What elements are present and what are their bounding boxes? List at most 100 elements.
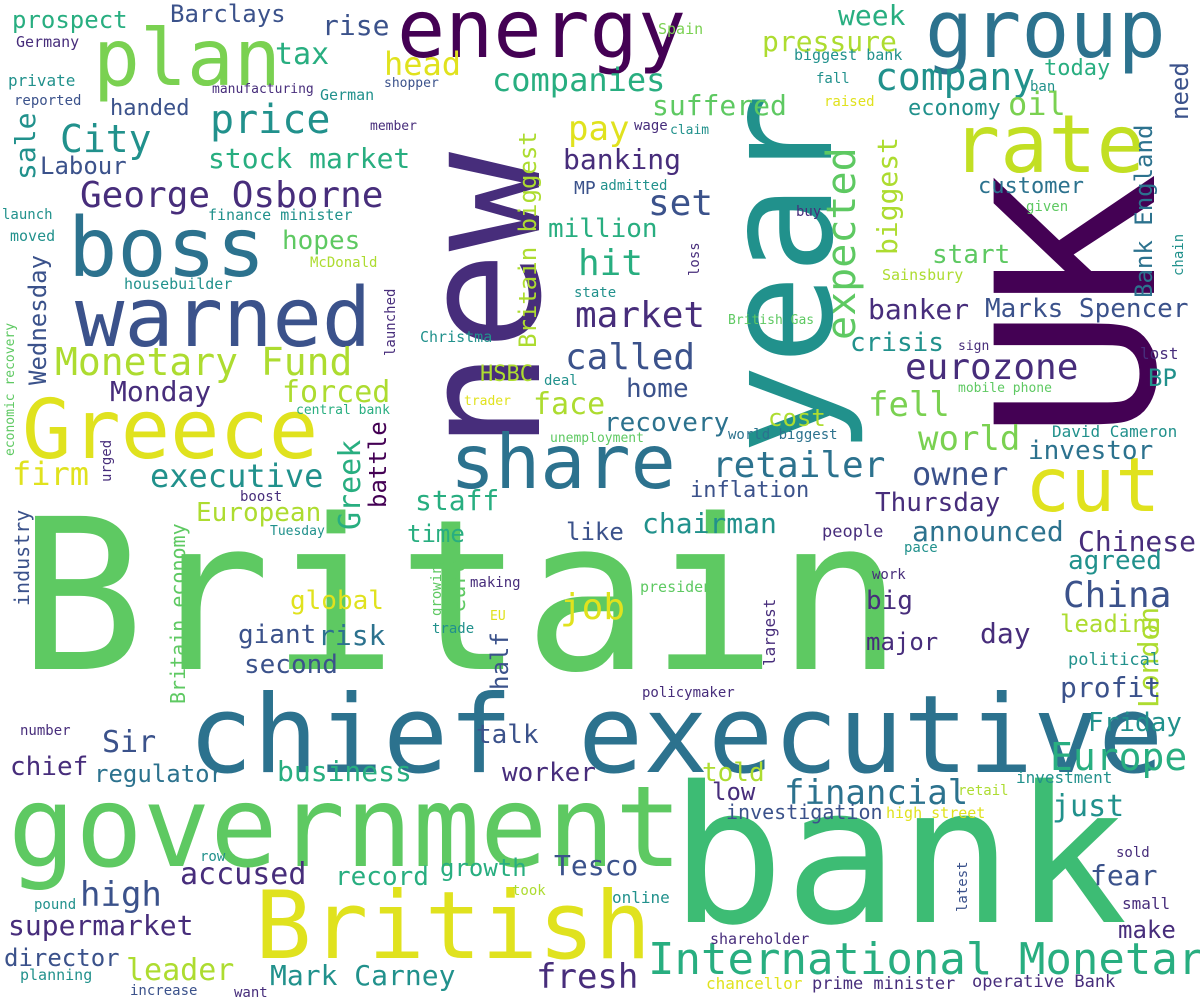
word-oil: oil <box>1008 85 1066 123</box>
word-boost: boost <box>240 489 283 505</box>
word-row: row <box>200 849 226 865</box>
word-inflation: inflation <box>690 478 810 503</box>
word-chinese: Chinese <box>1078 525 1197 558</box>
word-forced: forced <box>282 375 391 410</box>
word-home: home <box>626 374 689 404</box>
word-owner: owner <box>912 455 1009 493</box>
word-fell: fell <box>868 385 950 425</box>
word-banker: banker <box>868 293 970 326</box>
word-big: big <box>866 586 913 616</box>
word-british: British <box>255 872 652 981</box>
word-set: set <box>648 183 714 224</box>
word-handed: handed <box>110 96 190 121</box>
word-sign: sign <box>958 339 990 354</box>
word-firm: firm <box>12 455 90 493</box>
word-price: price <box>210 97 331 143</box>
word-trade: trade <box>432 621 475 637</box>
word-urged: urged <box>99 439 115 482</box>
word-half: half <box>486 632 514 690</box>
word-work: work <box>872 567 906 583</box>
word-tax: tax <box>275 37 330 72</box>
word-today: today <box>1044 56 1111 81</box>
word-finance-minister: finance minister <box>208 206 353 224</box>
word-hit: hit <box>578 243 644 284</box>
word-giant: giant <box>238 620 317 650</box>
word-just: just <box>1052 789 1125 824</box>
word-german: German <box>320 86 375 104</box>
word-chief-executive: chief executive <box>188 673 1164 798</box>
word-major: major <box>866 628 939 656</box>
word-investor: investor <box>1028 436 1154 466</box>
word-expected: expected <box>819 147 865 340</box>
word-european: European <box>196 498 322 528</box>
word-business: business <box>277 755 412 788</box>
word-crisis: crisis <box>850 328 944 358</box>
word-worker: worker <box>502 758 596 788</box>
word-profit: profit <box>1060 671 1162 704</box>
word-start: start <box>932 240 1011 270</box>
word-unemployment: unemployment <box>550 431 644 446</box>
word-world: world <box>918 419 1021 459</box>
word-operative-bank: operative Bank <box>972 972 1116 992</box>
word-record: record <box>335 862 429 892</box>
word-monetary-fund: Monetary Fund <box>55 340 353 384</box>
word-cost: cost <box>768 404 826 432</box>
word-mobile-phone: mobile phone <box>958 381 1052 396</box>
word-reported: reported <box>14 93 82 109</box>
word-supermarket: supermarket <box>8 909 194 942</box>
word-prime-minister: prime minister <box>812 974 956 994</box>
word-high-street: high street <box>886 804 986 822</box>
word-marks-spencer: Marks Spencer <box>985 294 1189 324</box>
word-greece: Greece <box>22 383 319 478</box>
word-fresh: fresh <box>536 957 639 997</box>
word-make: make <box>1118 916 1176 944</box>
word-moved: moved <box>10 227 56 245</box>
word-plan: plan <box>93 14 281 104</box>
word-ban: ban <box>1030 79 1056 95</box>
word-monday: Monday <box>110 375 212 408</box>
word-britain-economy: Britain economy <box>166 523 190 704</box>
word-fear: fear <box>1090 859 1158 892</box>
word-city: City <box>60 117 152 161</box>
word-retail: retail <box>958 783 1009 799</box>
word-recovery: recovery <box>604 408 730 438</box>
word-director: director <box>4 944 120 972</box>
word-chief: chief <box>10 752 89 782</box>
word-high: high <box>80 875 162 915</box>
word-agreed: agreed <box>1068 546 1162 576</box>
word-growth: growth <box>440 854 527 882</box>
word-million: million <box>548 214 658 244</box>
word-britain-biggest: Britain biggest <box>514 131 542 348</box>
word-eurozone: eurozone <box>905 347 1079 388</box>
word-hopes: hopes <box>282 226 361 256</box>
word-rate: rate <box>952 98 1145 191</box>
word-time: time <box>407 520 465 548</box>
word-wednesday: Wednesday <box>24 254 52 385</box>
word-david-cameron: David Cameron <box>1052 422 1178 441</box>
word-central-bank: central bank <box>296 403 390 418</box>
word-number: number <box>20 723 71 739</box>
word-friday: Friday <box>1088 708 1182 738</box>
word-lost: lost <box>1140 344 1179 363</box>
word-christma: Christma <box>420 328 493 346</box>
word-market: market <box>575 295 706 336</box>
word-boss: boss <box>68 201 266 296</box>
word-warned: warned <box>75 271 372 366</box>
word-government: government <box>8 763 683 893</box>
word-chain: chain <box>1171 233 1187 276</box>
word-executive: executive <box>150 457 324 495</box>
word-launched: launched <box>383 288 399 356</box>
word-state: state <box>574 285 617 301</box>
word-cut: cut <box>1025 441 1161 529</box>
word-trader: trader <box>464 394 511 409</box>
word-eu: EU <box>490 609 506 624</box>
word-world-biggest: world biggest <box>728 427 838 443</box>
word-talk: talk <box>476 720 539 750</box>
word-loss: loss <box>687 242 703 276</box>
word-britain: Britain <box>18 474 904 719</box>
word-making: making <box>470 575 521 591</box>
word-announced: announced <box>912 515 1064 548</box>
word-chancellor: chancellor <box>706 974 803 993</box>
word-mark-carney: Mark Carney <box>270 959 456 992</box>
word-told: told <box>702 758 765 788</box>
